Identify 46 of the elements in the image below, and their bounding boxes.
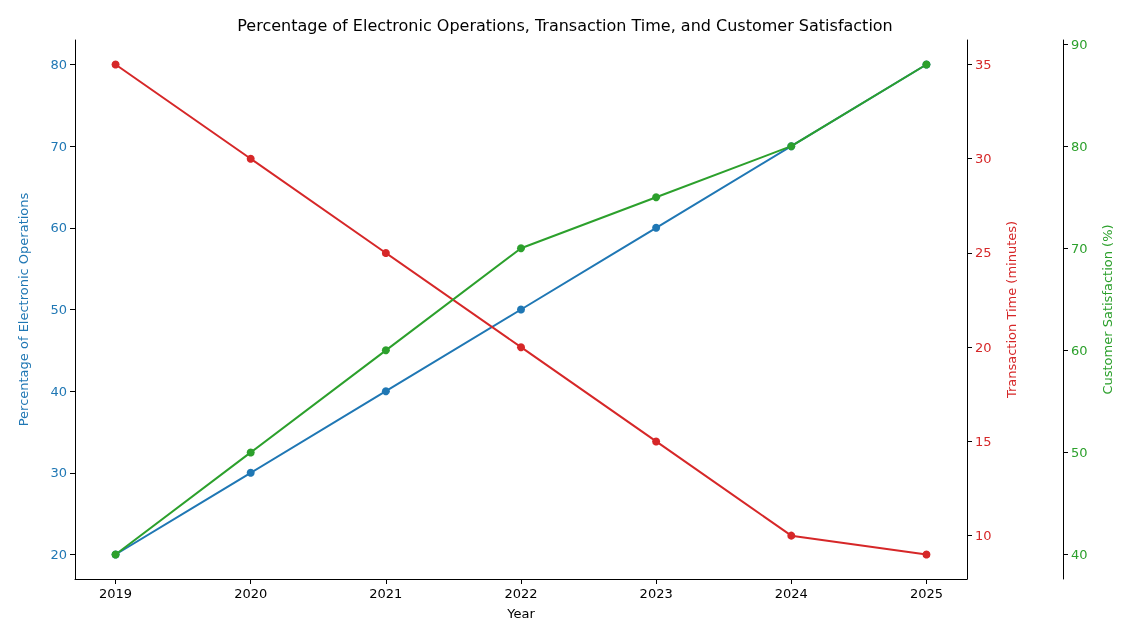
y-axis-title: Percentage of Electronic Operations xyxy=(16,192,31,427)
x-tick-label: 2021 xyxy=(369,586,403,601)
y2-tick-label: 10 xyxy=(975,528,992,544)
x-tick-label: 2024 xyxy=(774,586,808,601)
y3-tick-label: 80 xyxy=(1071,138,1088,154)
y-tick-label: 80 xyxy=(50,57,67,72)
y2-tick-label: 20 xyxy=(975,339,992,355)
x-axis-title: Year xyxy=(506,606,536,621)
point xyxy=(111,60,120,69)
y-tick-label: 60 xyxy=(50,220,67,236)
chart-title: Percentage of Electronic Operations, Transaction Time, and Customer Satisfaction xyxy=(237,15,893,35)
point xyxy=(517,305,525,314)
point xyxy=(381,387,390,396)
y-tick-label: 40 xyxy=(50,383,67,399)
point xyxy=(246,468,255,477)
x-tick-label: 2022 xyxy=(504,586,538,601)
x-tick-label: 2019 xyxy=(99,586,133,601)
point xyxy=(381,346,390,355)
point xyxy=(652,437,661,446)
y3-axis-title: Customer Satisfaction (%) xyxy=(1100,224,1115,395)
point xyxy=(517,244,525,253)
x-tick-label: 2020 xyxy=(234,586,268,601)
x-tick-label: 2023 xyxy=(639,586,673,601)
y3-tick-label: 60 xyxy=(1071,342,1088,358)
point xyxy=(517,343,525,352)
y2-tick-label: 30 xyxy=(975,151,992,167)
x-tick-label: 2025 xyxy=(909,586,943,601)
y2-tick-label: 15 xyxy=(975,433,992,449)
y3-tick-label: 40 xyxy=(1071,547,1088,562)
y3-tick-label: 50 xyxy=(1071,444,1088,460)
point xyxy=(652,223,661,232)
point xyxy=(922,550,931,559)
y-tick-label: 30 xyxy=(50,465,67,481)
y2-tick-label: 35 xyxy=(975,57,992,72)
point xyxy=(381,248,390,257)
y-tick-label: 20 xyxy=(50,547,67,562)
point xyxy=(652,193,661,202)
y-tick-label: 70 xyxy=(50,138,67,154)
y2-axis-title: Transaction Time (minutes) xyxy=(1004,220,1019,400)
y-tick-label: 50 xyxy=(50,302,67,317)
point xyxy=(787,531,796,540)
y3-tick-label: 70 xyxy=(1071,240,1088,256)
point xyxy=(246,154,255,163)
point xyxy=(246,448,255,457)
y2-tick-label: 25 xyxy=(975,245,992,261)
y3-tick-label: 90 xyxy=(1071,36,1088,52)
